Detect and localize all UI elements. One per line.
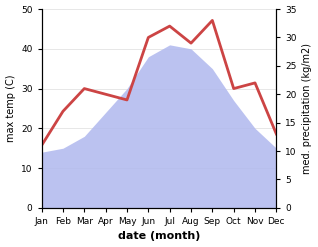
Y-axis label: max temp (C): max temp (C) <box>5 75 16 142</box>
Y-axis label: med. precipitation (kg/m2): med. precipitation (kg/m2) <box>302 43 313 174</box>
X-axis label: date (month): date (month) <box>118 231 200 242</box>
